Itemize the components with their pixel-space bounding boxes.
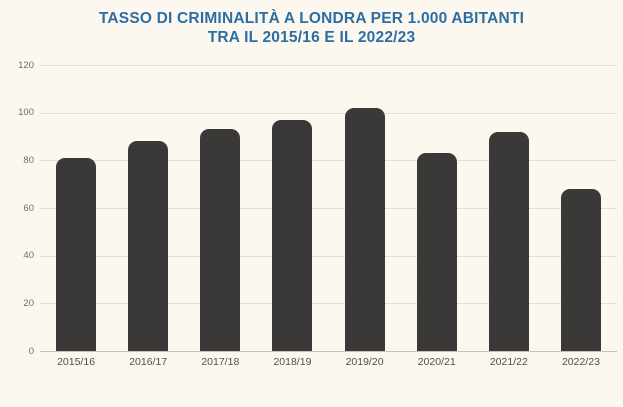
gridline [40, 208, 617, 209]
bar-2018-19 [272, 119, 313, 351]
x-axis-baseline [40, 351, 617, 352]
y-axis-tick-label: 60 [23, 202, 34, 214]
x-axis-label: 2019/20 [345, 356, 384, 368]
x-axis-label: 2015/16 [57, 356, 96, 368]
bar-2020-21 [416, 153, 457, 351]
x-axis-label: 2020/21 [417, 356, 456, 368]
chart-title-line2: TRA IL 2015/16 E IL 2022/23 [207, 28, 416, 46]
gridline [40, 65, 617, 66]
y-axis-tick-label: 100 [18, 107, 34, 119]
plot-area: 0 20 40 60 80 100 120 2015/16 2016/17 2017/18 2018… [18, 60, 617, 368]
chart-title-line1: TASSO DI CRIMINALITÀ A LONDRA PER 1.000 … [98, 10, 525, 27]
y-axis-tick-label: 40 [23, 250, 34, 262]
gridline [40, 160, 617, 162]
gridline [40, 303, 617, 305]
x-axis-label: 2022/23 [561, 356, 600, 368]
x-axis-label: 2016/17 [129, 356, 168, 368]
y-axis-tick-label: 20 [23, 297, 34, 309]
bar-2017-18 [200, 129, 241, 351]
bar-2016-17 [128, 141, 169, 351]
chart-title: TASSO DI CRIMINALITÀ A LONDRA PER 1.000 … [0, 10, 623, 48]
bar-2022-23 [560, 188, 601, 351]
x-axis-label: 2018/19 [273, 356, 312, 368]
gridline [40, 112, 617, 114]
y-axis-tick-label: 0 [28, 345, 34, 357]
x-axis-label: 2017/18 [201, 356, 240, 368]
y-axis-tick-label: 120 [18, 59, 34, 71]
gridline [40, 255, 617, 257]
y-axis-tick-label: 80 [23, 154, 34, 166]
bar-2019-20 [344, 107, 385, 351]
bar-2015-16 [56, 157, 97, 351]
x-axis-label: 2021/22 [489, 356, 528, 368]
bar-2021-22 [488, 131, 529, 351]
